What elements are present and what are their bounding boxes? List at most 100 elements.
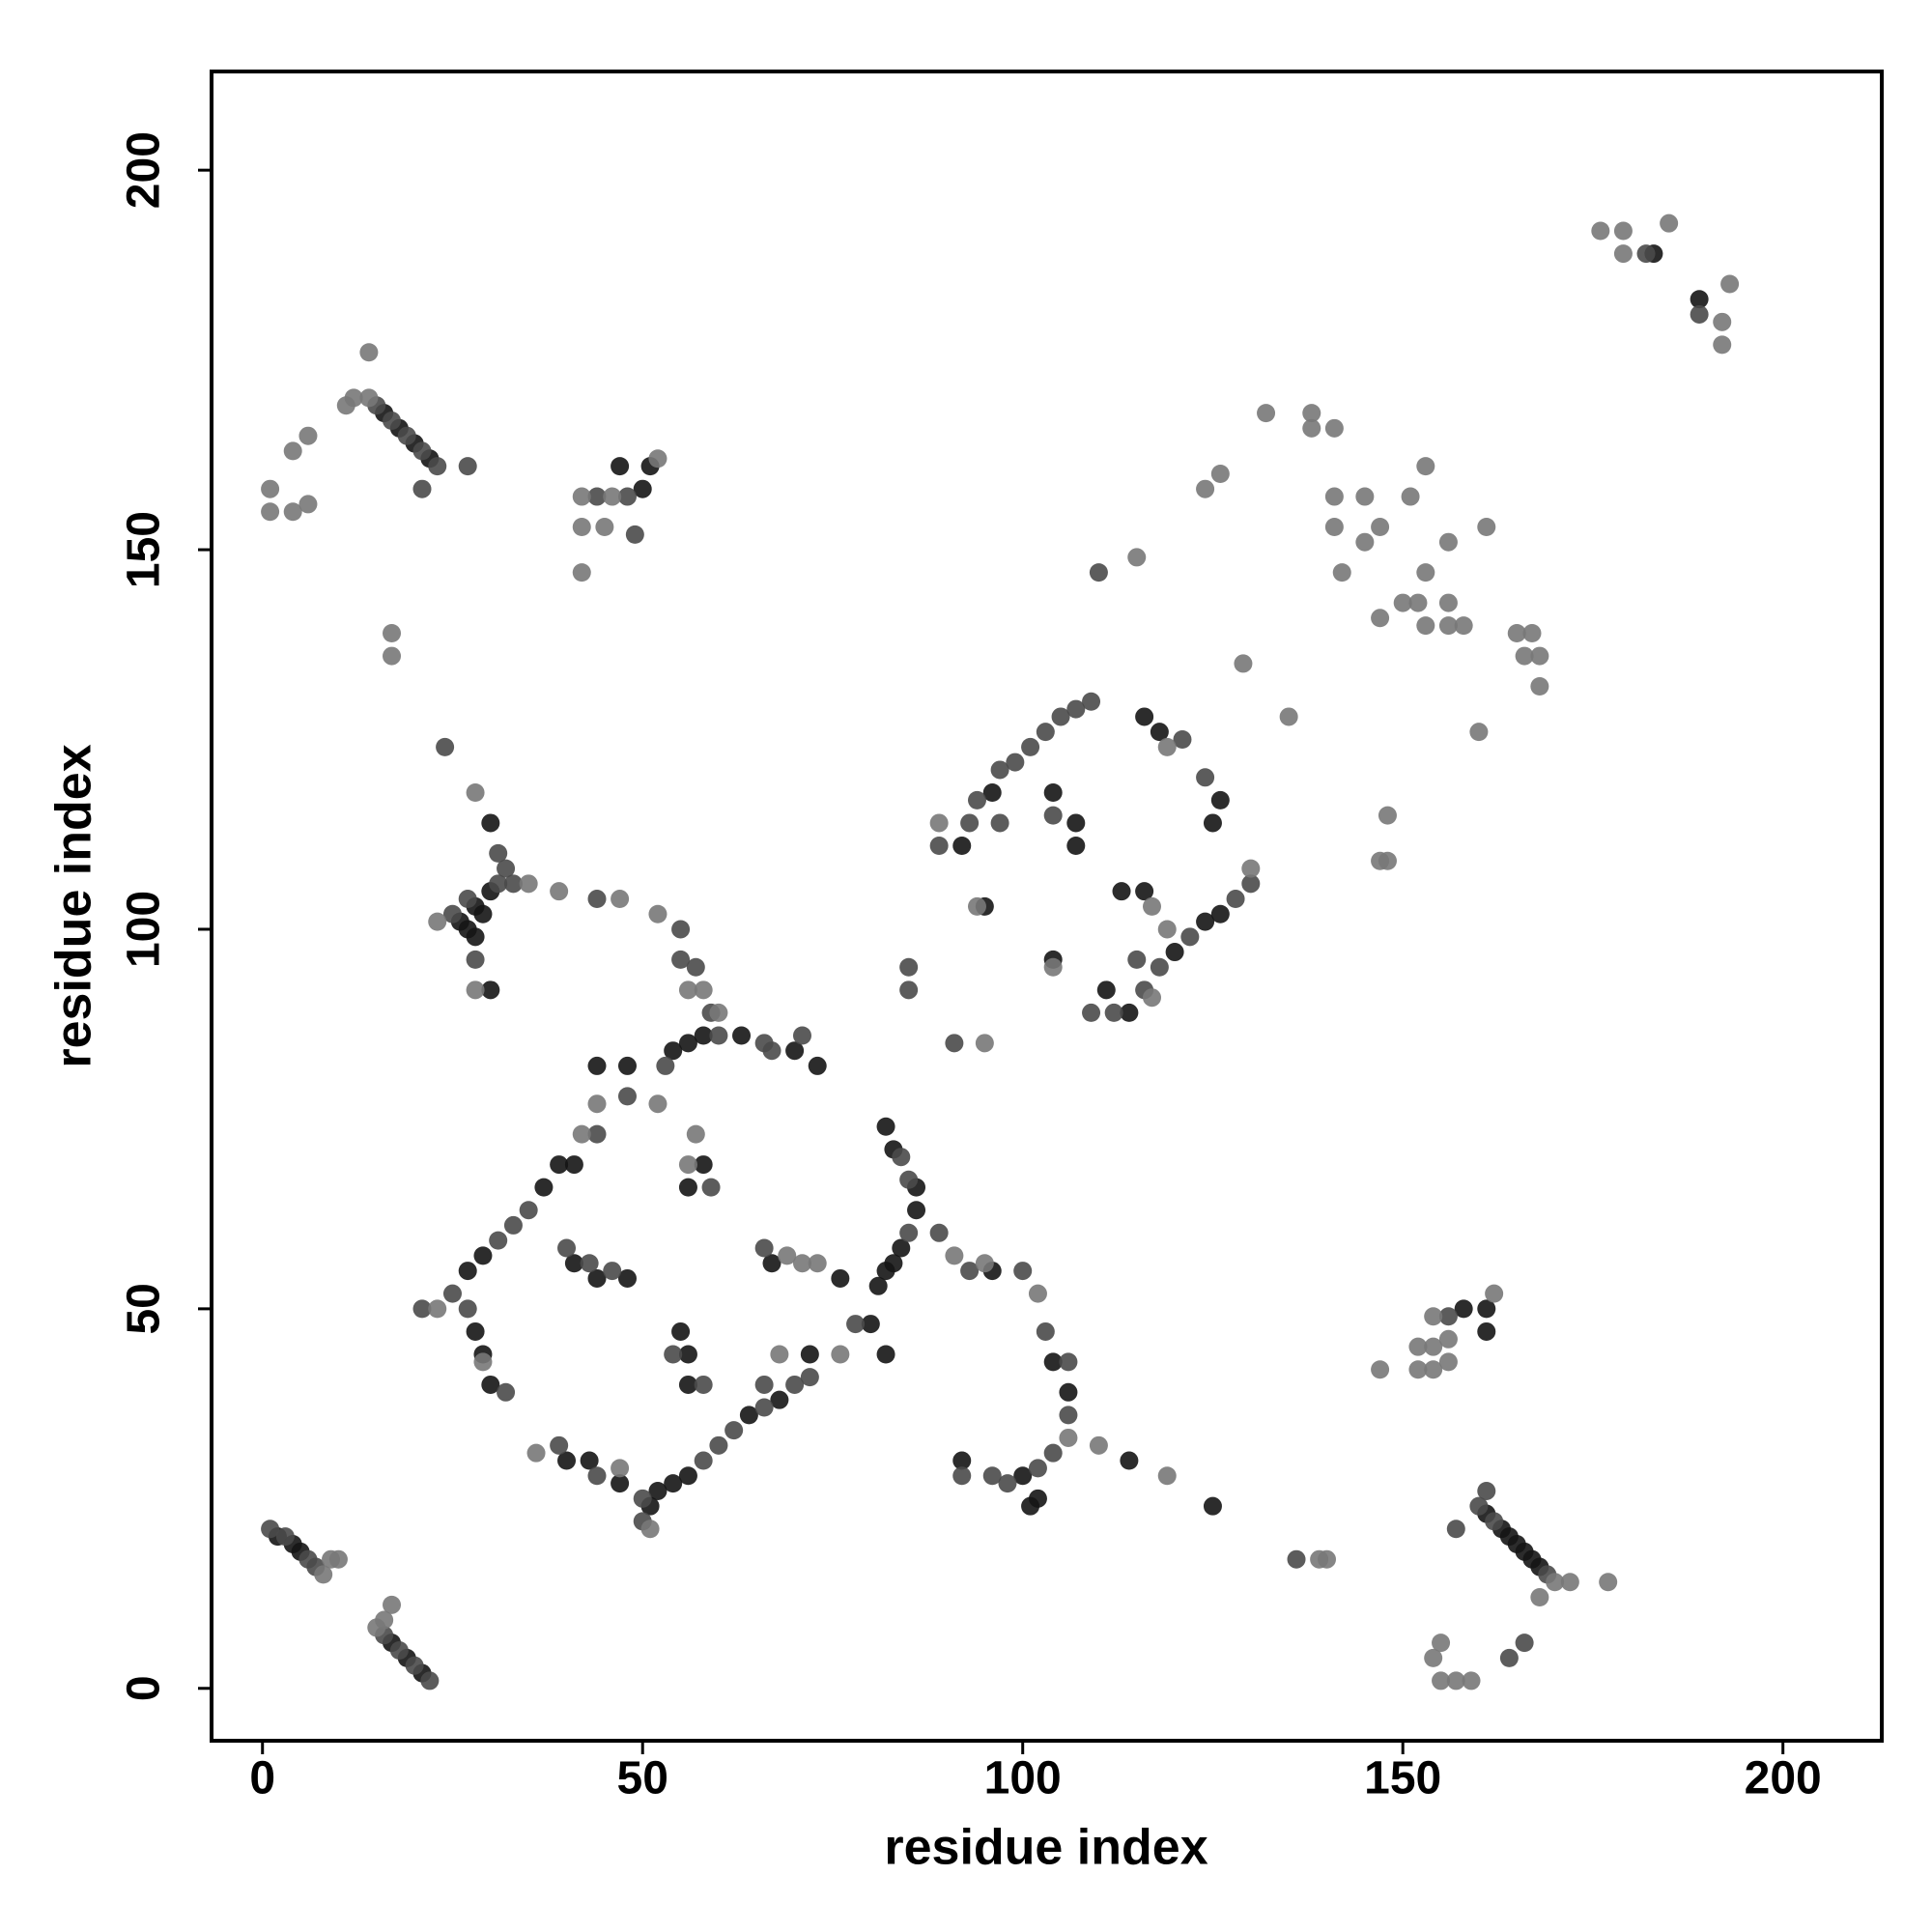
point xyxy=(770,1345,789,1364)
point xyxy=(648,449,668,469)
point xyxy=(1613,221,1633,241)
point xyxy=(519,1201,538,1220)
point xyxy=(694,1375,713,1394)
point xyxy=(808,1056,827,1075)
point xyxy=(1713,335,1732,355)
point xyxy=(929,813,949,833)
point xyxy=(694,980,713,1000)
point xyxy=(595,517,614,536)
point xyxy=(701,1178,721,1197)
point xyxy=(892,1148,911,1167)
point xyxy=(1036,723,1055,742)
point xyxy=(678,1034,697,1053)
point xyxy=(1515,1634,1534,1653)
point xyxy=(397,426,416,445)
point xyxy=(550,882,569,901)
point xyxy=(899,1223,919,1242)
point xyxy=(564,1155,583,1175)
point xyxy=(383,646,402,666)
point xyxy=(1241,874,1261,894)
point xyxy=(1713,312,1732,331)
point xyxy=(633,479,652,498)
point xyxy=(1636,244,1656,264)
point xyxy=(489,843,508,863)
point xyxy=(1150,957,1169,977)
point xyxy=(497,1382,516,1402)
point xyxy=(458,457,477,476)
point xyxy=(1485,1512,1504,1531)
point xyxy=(892,1238,911,1258)
point xyxy=(785,1375,805,1394)
point xyxy=(1028,1284,1047,1303)
point xyxy=(1066,699,1086,719)
point xyxy=(458,890,477,909)
point xyxy=(473,1352,493,1372)
point xyxy=(876,1117,895,1136)
point xyxy=(1522,624,1542,643)
point xyxy=(383,624,402,643)
point xyxy=(1043,957,1063,977)
point xyxy=(982,1466,1002,1486)
point xyxy=(1485,1284,1504,1303)
point xyxy=(519,874,538,894)
point xyxy=(1089,563,1108,582)
point xyxy=(261,479,280,498)
point xyxy=(625,525,644,544)
point xyxy=(648,1481,668,1500)
point xyxy=(1006,753,1025,772)
point xyxy=(603,1262,622,1281)
point xyxy=(1043,783,1063,803)
point xyxy=(778,1246,797,1265)
point xyxy=(1257,404,1276,423)
point xyxy=(686,957,705,977)
point xyxy=(1613,244,1633,264)
point xyxy=(1127,950,1147,969)
point xyxy=(876,1345,895,1364)
point xyxy=(1127,548,1147,567)
point xyxy=(664,1041,683,1061)
point xyxy=(1066,837,1086,856)
point xyxy=(481,980,500,1000)
point xyxy=(1157,920,1177,939)
point xyxy=(831,1345,850,1364)
point xyxy=(990,813,1009,833)
point xyxy=(1082,692,1101,711)
point xyxy=(1446,1520,1465,1539)
point xyxy=(1104,1003,1123,1022)
point xyxy=(1241,859,1261,878)
point xyxy=(1096,980,1116,1000)
point xyxy=(389,1640,409,1660)
point xyxy=(831,1268,850,1288)
point xyxy=(617,1087,637,1106)
point xyxy=(283,441,302,461)
point xyxy=(1013,1262,1033,1281)
point xyxy=(1059,1382,1078,1402)
point xyxy=(1066,813,1086,833)
point xyxy=(497,859,516,878)
point xyxy=(1530,677,1549,696)
point xyxy=(1043,806,1063,825)
point xyxy=(466,1321,485,1341)
point xyxy=(1424,1648,1443,1667)
point xyxy=(686,1124,705,1144)
point xyxy=(1530,646,1549,666)
point xyxy=(1424,1307,1443,1326)
point xyxy=(1310,1549,1329,1569)
point xyxy=(800,1345,819,1364)
point xyxy=(526,1443,546,1463)
x-axis-title: residue index xyxy=(884,1820,1208,1876)
point xyxy=(1043,1443,1063,1463)
point xyxy=(611,1474,630,1493)
point xyxy=(975,1254,994,1273)
point xyxy=(489,1231,508,1250)
point xyxy=(572,563,591,582)
point xyxy=(359,343,379,362)
point xyxy=(1013,1466,1033,1486)
x-tick-label: 50 xyxy=(617,1753,668,1804)
point xyxy=(550,1435,569,1455)
point xyxy=(580,1254,599,1273)
point xyxy=(1112,882,1131,901)
point xyxy=(648,1094,668,1114)
